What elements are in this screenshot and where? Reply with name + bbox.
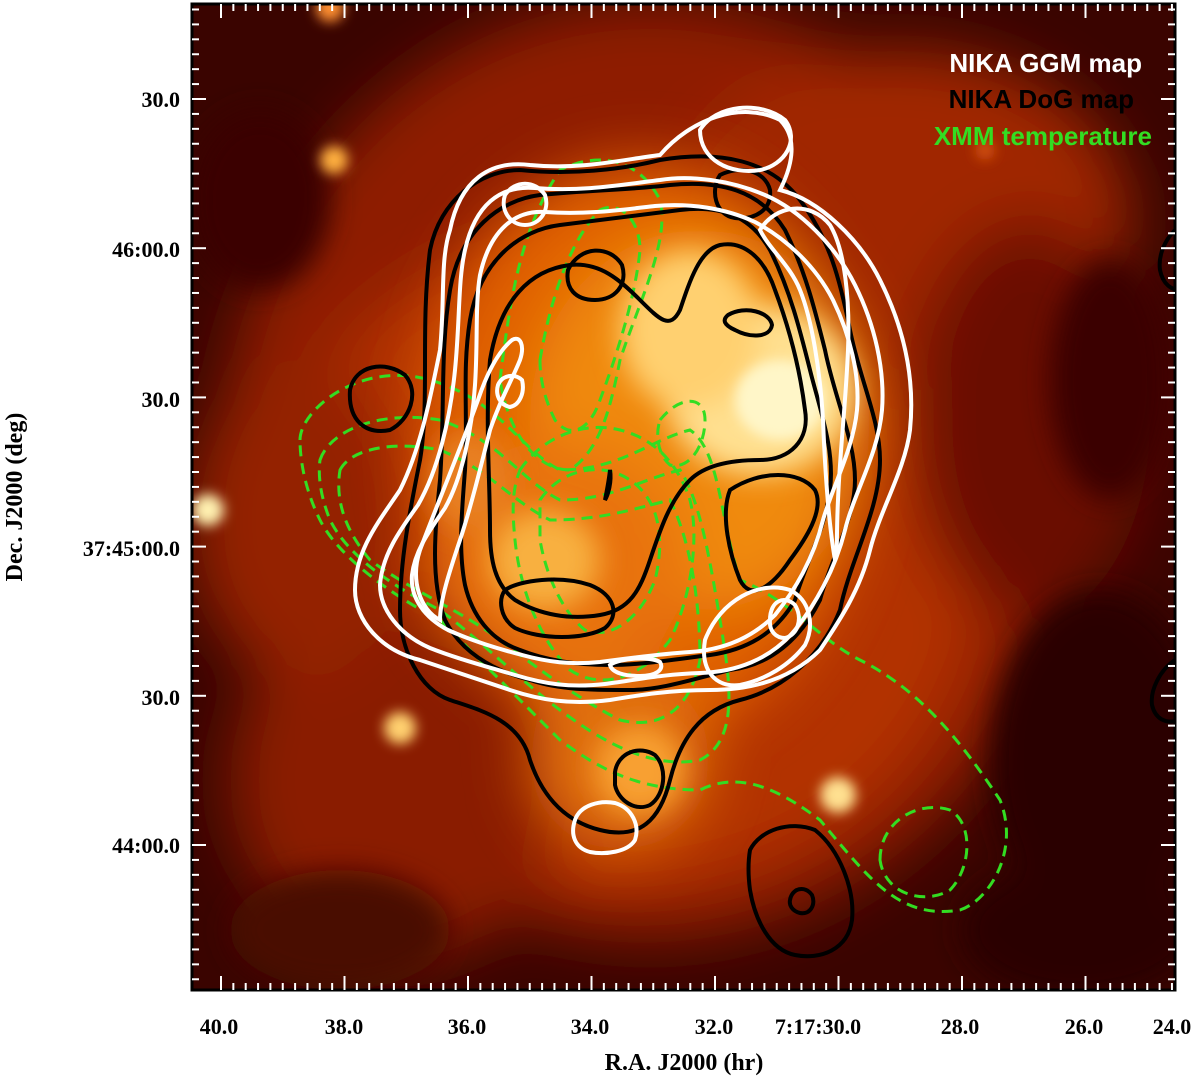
legend-dog: NIKA DoG map [949, 84, 1134, 114]
y-tick-label: 46:00.0 [112, 237, 180, 262]
x-tick-label: 32.0 [695, 1014, 734, 1039]
x-tick-label: 28.0 [941, 1014, 980, 1039]
contours [298, 105, 1175, 959]
x-tick-label: 38.0 [325, 1014, 364, 1039]
y-tick-label: 37:45:00.0 [83, 536, 180, 561]
x-tick-label: 34.0 [571, 1014, 610, 1039]
legend-xmm: XMM temperature [934, 121, 1152, 151]
y-tick-label: 30.0 [142, 387, 181, 412]
x-tick-label: 7:17:30.0 [775, 1014, 861, 1039]
legend: NIKA GGM map NIKA DoG map XMM temperatur… [934, 48, 1152, 151]
x-tick-label: 36.0 [448, 1014, 487, 1039]
legend-ggm: NIKA GGM map [949, 48, 1142, 78]
nika-ggm-contours [352, 105, 914, 856]
y-tick-labels: 30.0 46:00.0 30.0 37:45:00.0 30.0 44:00.… [83, 87, 180, 858]
y-axis-title: Dec. J2000 (deg) [2, 413, 28, 582]
axis-ticks [192, 4, 1175, 990]
x-tick-label: 26.0 [1065, 1014, 1104, 1039]
x-tick-labels: 40.0 38.0 36.0 34.0 32.0 7:17:30.0 28.0 … [200, 1014, 1192, 1039]
plot-frame [190, 2, 1177, 992]
y-tick-label: 30.0 [142, 87, 181, 112]
y-tick-label: 44:00.0 [112, 833, 180, 858]
x-tick-label: 24.0 [1153, 1014, 1192, 1039]
x-axis-title: R.A. J2000 (hr) [605, 1050, 764, 1076]
y-tick-label: 30.0 [142, 685, 181, 710]
x-tick-label: 40.0 [200, 1014, 239, 1039]
